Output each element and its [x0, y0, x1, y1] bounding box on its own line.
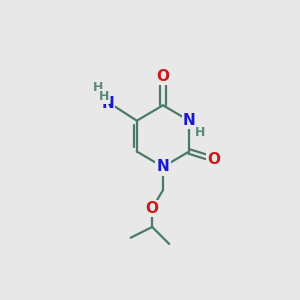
- Text: N: N: [157, 159, 169, 174]
- Text: N: N: [183, 113, 196, 128]
- Text: O: O: [207, 152, 220, 167]
- Text: O: O: [157, 68, 169, 83]
- Text: H: H: [195, 126, 205, 139]
- Text: N: N: [101, 96, 114, 111]
- Text: H: H: [93, 81, 104, 94]
- Text: H: H: [98, 90, 109, 103]
- Text: O: O: [146, 201, 159, 216]
